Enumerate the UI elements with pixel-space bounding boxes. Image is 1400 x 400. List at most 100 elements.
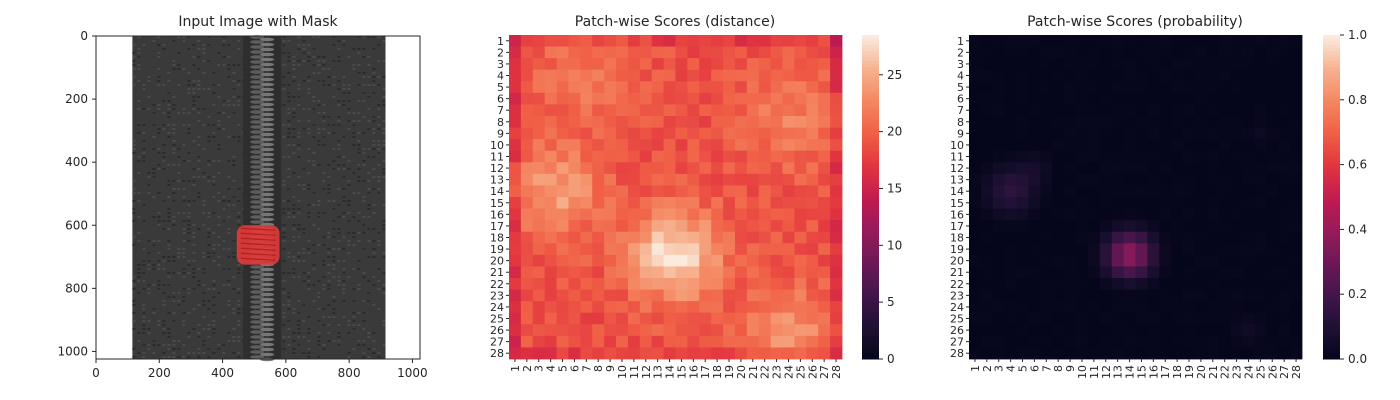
heatmap-cell <box>627 58 641 71</box>
fabric-weave <box>362 84 366 86</box>
x-tick-label: 24 <box>1242 365 1255 379</box>
fabric-weave <box>367 180 371 182</box>
heatmap-cell <box>1076 69 1089 82</box>
fabric-weave <box>337 248 341 250</box>
fabric-weave <box>227 200 231 202</box>
heatmap-cell <box>1194 324 1208 337</box>
heatmap-cell <box>627 324 641 337</box>
heatmap-cell <box>592 243 605 256</box>
heatmap-cell <box>1135 162 1148 175</box>
fabric-weave <box>352 232 356 234</box>
heatmap-cell <box>1099 289 1113 302</box>
heatmap-cell <box>830 243 843 256</box>
colorbar-segment <box>1323 47 1340 52</box>
tooth-right <box>260 77 275 82</box>
heatmap-cell <box>770 35 783 47</box>
fabric-weave <box>142 344 146 346</box>
fabric-weave <box>202 272 206 274</box>
heatmap-cell <box>1135 278 1148 290</box>
heatmap-cell <box>604 150 617 163</box>
tooth-right <box>260 107 275 112</box>
heatmap-cell <box>627 92 641 105</box>
heatmap-cell <box>1004 81 1017 94</box>
heatmap-cell <box>616 127 629 140</box>
fabric-weave <box>292 308 296 310</box>
heatmap-cell <box>770 69 783 82</box>
heatmap-cell <box>1076 46 1089 59</box>
heatmap-cell <box>746 69 760 82</box>
heatmap-cell <box>723 35 736 47</box>
fabric-weave <box>302 228 306 230</box>
heatmap-cell <box>663 104 676 117</box>
heatmap-cell <box>1040 197 1053 209</box>
heatmap-cell <box>1278 254 1291 267</box>
fabric-weave <box>342 288 346 290</box>
fabric-weave <box>342 40 346 42</box>
fabric-weave <box>357 52 361 54</box>
x-tick-label: 20 <box>735 365 748 379</box>
tooth-left <box>250 350 265 354</box>
fabric-weave <box>207 356 211 358</box>
fabric-weave <box>212 160 216 162</box>
fabric-weave <box>322 180 326 182</box>
fabric-weave <box>222 268 226 270</box>
colorbar-segment <box>1323 274 1340 279</box>
heatmap-cell <box>1111 185 1124 198</box>
heatmap-cell <box>1278 81 1291 94</box>
heatmap-cell <box>1266 324 1279 337</box>
fabric-weave <box>317 140 321 142</box>
fabric-weave <box>137 240 141 242</box>
fabric-weave <box>232 340 236 342</box>
fabric-weave <box>207 216 211 218</box>
y-tick-label: 800 <box>65 281 88 295</box>
heatmap-cell <box>544 46 557 59</box>
mask-stripe <box>240 247 276 251</box>
heatmap-cell <box>509 312 522 325</box>
colorbar-segment <box>862 141 879 146</box>
fabric-weave <box>342 176 346 178</box>
fabric-weave <box>282 324 286 326</box>
fabric-weave <box>372 148 376 150</box>
heatmap-cell <box>699 139 712 152</box>
heatmap-cell <box>1242 254 1255 267</box>
fabric-weave <box>357 36 361 38</box>
fabric-weave <box>297 60 301 62</box>
fabric-weave <box>297 224 301 226</box>
fabric-weave <box>132 144 136 146</box>
heatmap-cell <box>663 81 676 94</box>
fabric-weave <box>327 316 331 318</box>
fabric-weave <box>347 324 351 326</box>
heatmap-cell <box>1123 162 1136 175</box>
heatmap-cell <box>1028 127 1041 140</box>
heatmap-cell <box>1040 81 1053 94</box>
heatmap-cell <box>1278 35 1291 47</box>
y-tick-label: 5 <box>957 81 964 94</box>
fabric-weave <box>317 144 321 146</box>
fabric-weave <box>342 196 346 198</box>
fabric-weave <box>197 56 201 58</box>
fabric-weave <box>327 236 331 238</box>
colorbar-segment <box>1323 336 1340 341</box>
fabric-weave <box>222 36 226 38</box>
heatmap-cell <box>711 81 724 94</box>
heatmap-cell <box>532 289 546 302</box>
heatmap-cell <box>746 185 760 198</box>
heatmap-cell <box>1230 127 1243 140</box>
heatmap-cell <box>1218 312 1232 325</box>
fabric-weave <box>342 292 346 294</box>
tooth-left <box>250 90 265 94</box>
heatmap-cell <box>568 278 581 290</box>
fabric-weave <box>322 80 326 82</box>
fabric-weave <box>182 240 186 242</box>
heatmap-cell <box>1183 116 1196 128</box>
fabric-weave <box>232 352 236 354</box>
heatmap-cell <box>1111 104 1124 117</box>
fabric-weave <box>162 156 166 158</box>
heatmap-cell <box>639 254 653 267</box>
fabric-weave <box>167 276 171 278</box>
heatmap-cell <box>663 127 676 140</box>
heatmap-cell <box>580 301 593 314</box>
colorbar-segment <box>1323 158 1340 162</box>
fabric-weave <box>307 160 311 162</box>
fabric-weave <box>187 48 191 50</box>
